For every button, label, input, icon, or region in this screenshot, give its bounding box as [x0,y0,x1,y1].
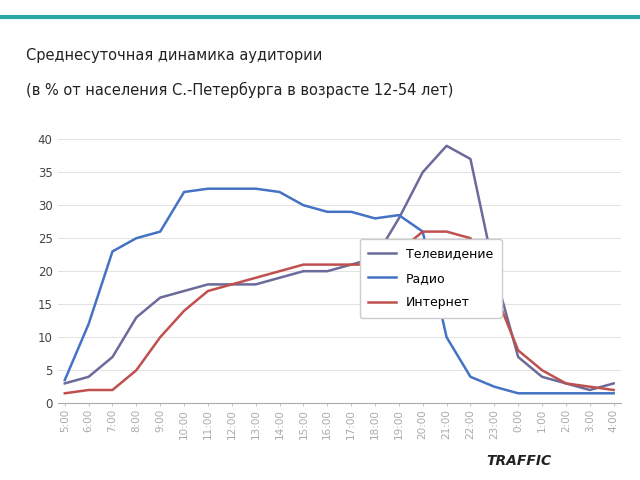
Телевидение [586,387,594,393]
Радио [300,203,307,208]
Радио [562,390,570,396]
Интернет [348,262,355,267]
Text: Среднесуточная динамика аудитории: Среднесуточная динамика аудитории [26,48,322,63]
Телевидение [610,381,618,386]
Радио [586,390,594,396]
Радио [132,235,140,241]
Радио [538,390,546,396]
Телевидение [61,381,68,386]
Text: TRAFFIC: TRAFFIC [486,454,552,468]
Радио [276,189,284,195]
Интернет [490,288,498,294]
Line: Интернет: Интернет [65,231,614,393]
Телевидение [562,381,570,386]
Интернет [586,384,594,390]
Радио [443,334,451,340]
Телевидение [371,255,379,261]
Радио [467,374,474,380]
Радио [371,216,379,221]
Интернет [443,228,451,234]
Телевидение [132,314,140,320]
Интернет [228,281,236,287]
Интернет [109,387,116,393]
Интернет [610,387,618,393]
Интернет [562,381,570,386]
Интернет [84,387,92,393]
Радио [61,377,68,383]
Радио [84,321,92,327]
Интернет [61,390,68,396]
Радио [180,189,188,195]
Радио [252,186,259,192]
Интернет [204,288,212,294]
Интернет [276,268,284,274]
Радио [204,186,212,192]
Телевидение [180,288,188,294]
Интернет [395,249,403,254]
Телевидение [109,354,116,360]
Интернет [515,348,522,353]
Телевидение [252,281,259,287]
Радио [419,228,427,234]
Телевидение [348,262,355,267]
Text: ▶: ▶ [574,456,584,469]
Радио [348,209,355,215]
Телевидение [84,374,92,380]
Радио [515,390,522,396]
Радио [109,249,116,254]
Радио [490,384,498,390]
Интернет [371,262,379,267]
Радио [156,228,164,234]
Телевидение [538,374,546,380]
Legend: Телевидение, Радио, Интернет: Телевидение, Радио, Интернет [360,239,502,318]
Телевидение [395,216,403,221]
Интернет [323,262,331,267]
Интернет [467,235,474,241]
Интернет [156,334,164,340]
Телевидение [490,268,498,274]
Телевидение [419,169,427,175]
Интернет [300,262,307,267]
Радио [395,212,403,218]
Телевидение [204,281,212,287]
Line: Радио: Радио [65,189,614,393]
Телевидение [276,275,284,281]
Line: Телевидение: Телевидение [65,146,614,390]
Телевидение [443,143,451,149]
Телевидение [156,295,164,300]
Телевидение [467,156,474,162]
Интернет [180,308,188,314]
Text: (в % от населения С.-Петербурга в возрасте 12-54 лет): (в % от населения С.-Петербурга в возрас… [26,82,453,98]
Интернет [538,367,546,373]
Радио [323,209,331,215]
Телевидение [323,268,331,274]
Интернет [419,228,427,234]
Радио [610,390,618,396]
Телевидение [300,268,307,274]
Радио [228,186,236,192]
Телевидение [228,281,236,287]
Интернет [252,275,259,281]
Интернет [132,367,140,373]
Телевидение [515,354,522,360]
